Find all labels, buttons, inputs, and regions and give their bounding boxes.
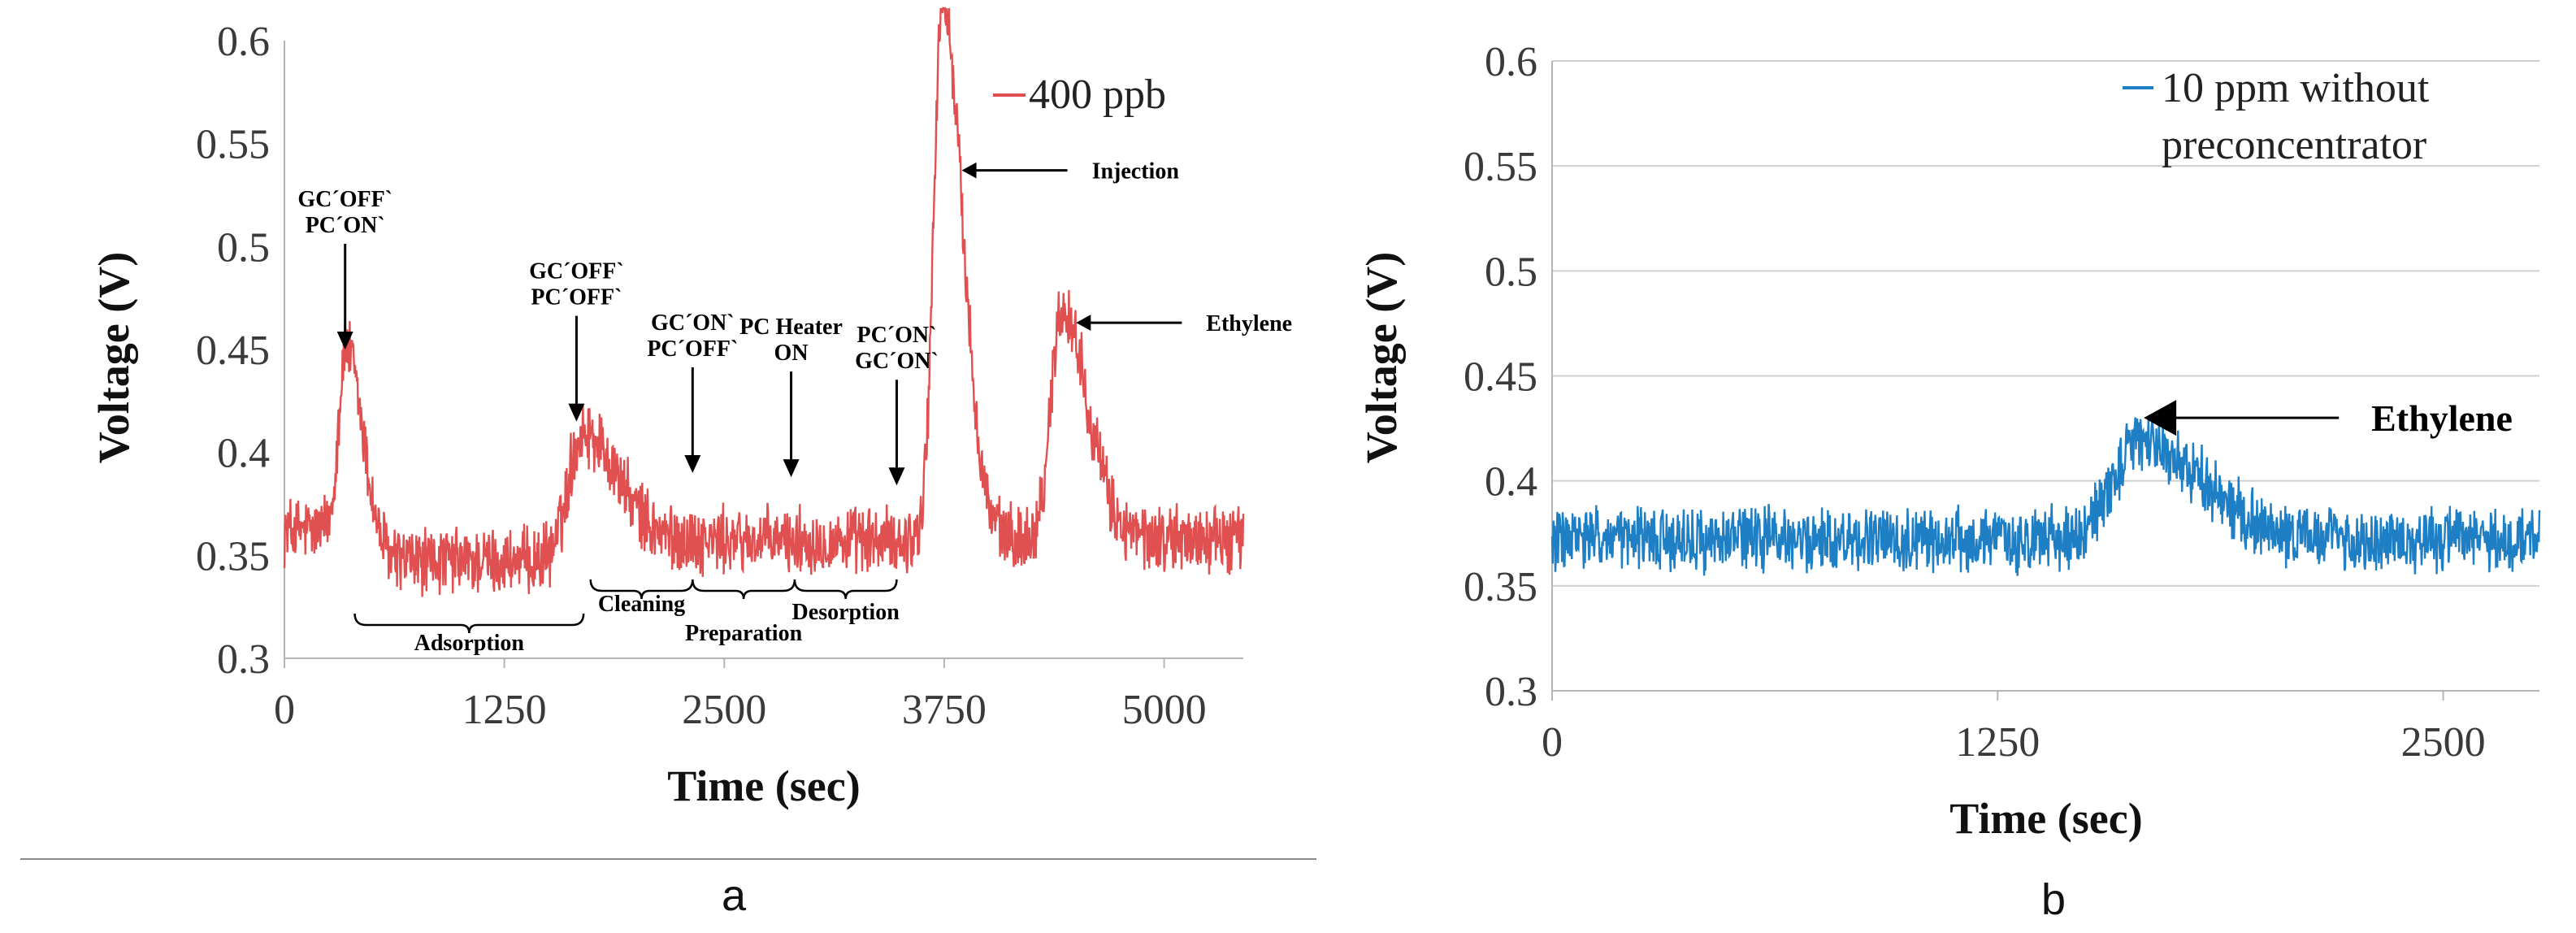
panel-a-y-tick-label: 0.55 xyxy=(196,122,270,168)
panel-b-y-tick-label: 0.45 xyxy=(1464,354,1537,401)
panel-a-annotation-arrowhead xyxy=(783,459,800,478)
panel-a-x-tick-label: 2500 xyxy=(682,687,766,733)
panel-a-phase-label: Cleaning xyxy=(598,592,685,617)
panel-b-series-line xyxy=(1550,417,2541,576)
panel-a-phase-bracket xyxy=(692,579,796,600)
panel-a-y-axis-title: Voltage (V) xyxy=(89,252,138,463)
panel-b-y-tick-label: 0.35 xyxy=(1464,564,1537,610)
panel-b-x-tick-label: 1250 xyxy=(1955,719,2040,766)
panel-a-annotation-label: GC´OFF` xyxy=(529,259,624,284)
panel-a-chart: 0.3 0.35 0.4 0.45 0.5 0.55 0.6 0 1250 2500 3750 50… xyxy=(20,7,1316,920)
panel-b-x-ticks: 0 1250 2500 xyxy=(1542,691,2486,766)
panel-a-annotation-arrowhead xyxy=(961,162,977,179)
panel-a-x-tick-label: 3750 xyxy=(902,687,987,733)
panel-a-annotation-label: GC´ON` xyxy=(855,349,939,374)
panel-a-annotation-label: Injection xyxy=(1092,159,1180,184)
panel-a-annotation-arrowhead xyxy=(888,467,905,486)
panel-a-y-tick-label: 0.35 xyxy=(196,533,270,579)
panel-a-x-tick-label: 0 xyxy=(274,687,295,733)
panel-b-y-tick-label: 0.4 xyxy=(1485,459,1537,506)
panel-a-x-tick-label: 5000 xyxy=(1122,687,1207,733)
panel-a-annotation-label: PC´OFF` xyxy=(531,285,622,310)
panel-a-y-tick-label: 0.3 xyxy=(217,636,270,683)
panel-a-phase-bracket xyxy=(793,579,898,600)
panel-a-annotation-label: ON xyxy=(774,341,809,366)
panel-a-label: a xyxy=(722,871,747,920)
panel-a-phase-label: Desorption xyxy=(792,600,900,625)
panel-b-x-axis-title: Time (sec) xyxy=(1949,794,2142,843)
panel-a-y-tick-label: 0.45 xyxy=(196,328,270,374)
panel-a-annotation-label: PC´ON` xyxy=(306,213,385,238)
panel-a-phase-label: Adsorption xyxy=(414,631,525,656)
panel-a-annotation-arrowhead xyxy=(568,403,585,422)
panel-b-annotations: Ethylene xyxy=(2144,397,2513,439)
panel-a-annotations: GC´OFF`PC´ON`GC´OFF`PC´OFF`GC´ON`PC´OFF`… xyxy=(297,159,1292,486)
panel-a-phase-bracket xyxy=(353,613,585,634)
panel-a-y-tick-label: 0.6 xyxy=(217,19,270,65)
panel-b-y-axis-title: Voltage (V) xyxy=(1357,252,1406,463)
panel-a-y-tick-label: 0.5 xyxy=(217,224,270,271)
panel-b-annotation-label: Ethylene xyxy=(2371,397,2513,439)
panel-b-y-ticks: 0.3 0.35 0.4 0.45 0.5 0.55 0.6 xyxy=(1464,39,1537,715)
panel-a-x-axis-title: Time (sec) xyxy=(667,762,860,810)
panel-a-annotation-label: PC´ON` xyxy=(856,323,936,348)
panel-b-x-tick-label: 2500 xyxy=(2401,719,2486,766)
panel-b-y-tick-label: 0.6 xyxy=(1485,39,1537,85)
panel-a-phase-label: Preparation xyxy=(685,621,803,646)
panel-a-series-line xyxy=(283,7,1245,597)
panel-a-phase-bracket xyxy=(589,579,694,600)
panel-b-label: b xyxy=(2041,875,2066,924)
panel-b-gridlines xyxy=(1552,60,2539,587)
panel-a-annotation-arrowhead xyxy=(684,455,701,473)
panel-b-legend-label-line2: preconcentrator xyxy=(2162,122,2426,168)
panel-b-legend: 10 ppm without preconcentrator xyxy=(2123,65,2430,168)
panel-b-legend-label-line1: 10 ppm without xyxy=(2162,65,2430,111)
panel-b-annotation-arrowhead xyxy=(2144,400,2177,436)
panel-a-legend-label: 400 ppb xyxy=(1029,72,1166,118)
panel-b-y-tick-label: 0.5 xyxy=(1485,249,1537,295)
panel-a-annotation-arrowhead xyxy=(336,332,353,349)
panel-a-annotation-label: PC Heater xyxy=(739,315,843,340)
panel-a-x-tick-label: 1250 xyxy=(462,687,547,733)
panel-a-annotation-arrowhead xyxy=(1076,315,1091,331)
panel-a-annotation-label: GC´OFF` xyxy=(297,187,392,212)
panel-a-legend: 400 ppb xyxy=(993,72,1166,118)
panel-a-annotation-label: PC´OFF` xyxy=(647,336,738,362)
panel-a-annotation-label: GC´ON` xyxy=(651,310,735,336)
panel-a-y-ticks: 0.3 0.35 0.4 0.45 0.5 0.55 0.6 xyxy=(196,19,270,683)
panel-b-y-tick-label: 0.3 xyxy=(1485,669,1537,715)
panel-b-x-tick-label: 0 xyxy=(1542,719,1563,766)
panel-a-x-ticks: 0 1250 2500 3750 5000 xyxy=(274,658,1207,733)
panel-b-chart: 0.3 0.35 0.4 0.45 0.5 0.55 0.6 0 1250 2500 Ethyl… xyxy=(1357,39,2541,924)
panel-b-y-tick-label: 0.55 xyxy=(1464,144,1537,190)
panel-a-annotation-label: Ethylene xyxy=(1206,311,1292,336)
panel-a-y-tick-label: 0.4 xyxy=(217,431,270,477)
